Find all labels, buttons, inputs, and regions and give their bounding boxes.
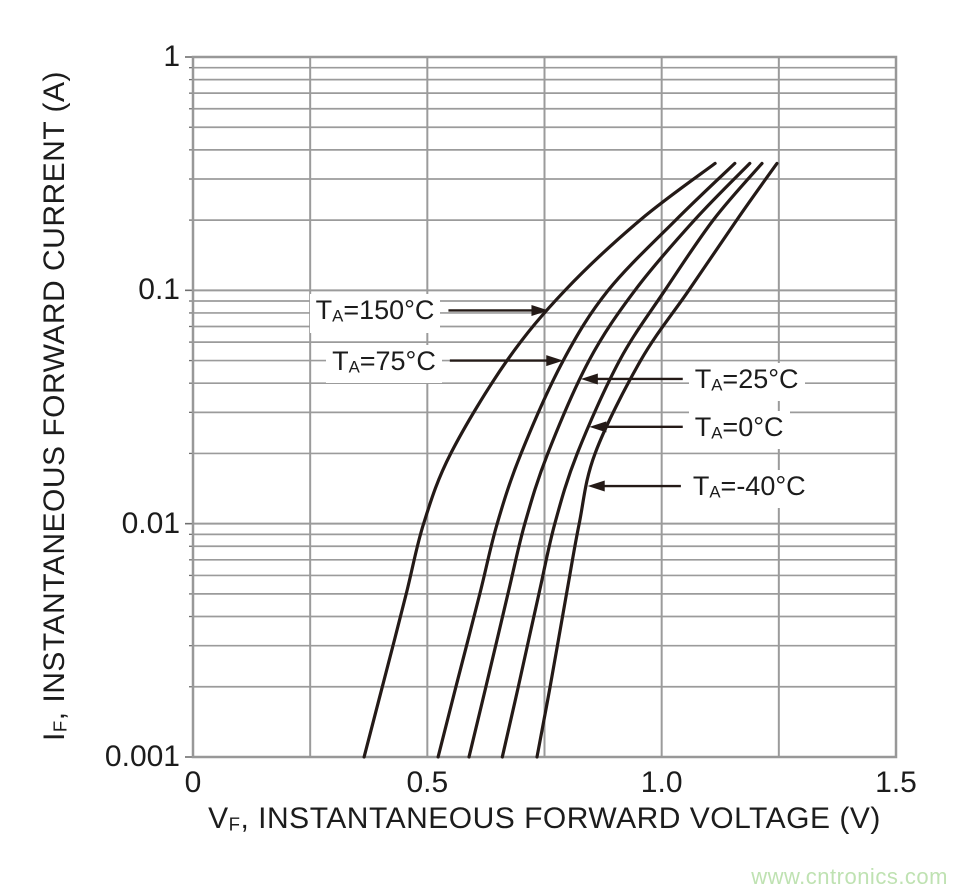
x-axis-title-text: , INSTANTANEOUS FORWARD VOLTAGE (V) xyxy=(240,802,881,835)
curve-label-text: T xyxy=(694,411,712,442)
curve-label-text: =-40°C xyxy=(720,471,806,501)
x-tick-label: 1.5 xyxy=(875,766,917,799)
curve-label-75c: TA=75°C xyxy=(326,344,442,383)
curve-label-text: =25°C xyxy=(722,363,799,394)
curve-label-150c: TA=150°C xyxy=(309,294,441,333)
curve-label-text: =0°C xyxy=(722,411,784,442)
plot-border xyxy=(191,55,898,759)
curve-label-text: =75°C xyxy=(359,345,436,376)
curve-label-text: A xyxy=(332,306,344,326)
curve-label-25c: TA=25°C xyxy=(688,362,805,402)
curve-label-text: T xyxy=(692,471,710,501)
annotation-arrowhead xyxy=(546,355,564,367)
y-tick-label: 0.001 xyxy=(104,740,180,773)
curve-150c xyxy=(362,161,717,759)
watermark: www.cntronics.com xyxy=(751,864,948,889)
curve-label-text: A xyxy=(709,482,721,502)
curve-label-text: A xyxy=(711,423,723,443)
y-tick-label: 0.1 xyxy=(138,273,180,307)
curve-label--40c: TA=-40°C xyxy=(686,470,812,509)
curve-75c xyxy=(436,161,737,759)
curve--40c xyxy=(535,161,779,759)
annotation-arrowhead xyxy=(587,480,605,492)
x-tick-label: 0.5 xyxy=(406,766,449,799)
x-tick-label: 1.0 xyxy=(640,766,683,799)
annotation-arrowhead xyxy=(580,373,598,385)
x-axis-symbol-subscript: F xyxy=(228,813,241,835)
annotation-arrowhead xyxy=(589,421,607,433)
curve-label-text: A xyxy=(711,375,723,395)
curve-label-text: T xyxy=(315,295,333,326)
curve-label-text: =150°C xyxy=(343,295,435,326)
y-axis-symbol-subscript: F xyxy=(49,720,71,733)
annotation-arrowhead xyxy=(531,304,549,316)
curve-0c xyxy=(500,161,764,759)
x-axis-title: VF, INSTANTANEOUS FORWARD VOLTAGE (V) xyxy=(193,802,896,836)
curve-label-text: T xyxy=(694,363,712,394)
y-tick-label: 1 xyxy=(163,40,180,73)
x-tick-label: 0 xyxy=(184,766,202,799)
y-tick-label: 0.01 xyxy=(121,506,180,540)
y-axis-title: IF, INSTANTANEOUS FORWARD CURRENT (A) xyxy=(38,71,72,741)
curve-label-text: A xyxy=(348,356,360,376)
curve-25c xyxy=(467,161,752,759)
curve-label-text: T xyxy=(332,345,349,376)
x-axis-symbol: V xyxy=(208,802,229,835)
y-axis-title-text: , INSTANTANEOUS FORWARD CURRENT (A) xyxy=(38,71,71,721)
curve-label-0c: TA=0°C xyxy=(688,410,790,450)
y-axis-symbol: I xyxy=(38,732,71,741)
